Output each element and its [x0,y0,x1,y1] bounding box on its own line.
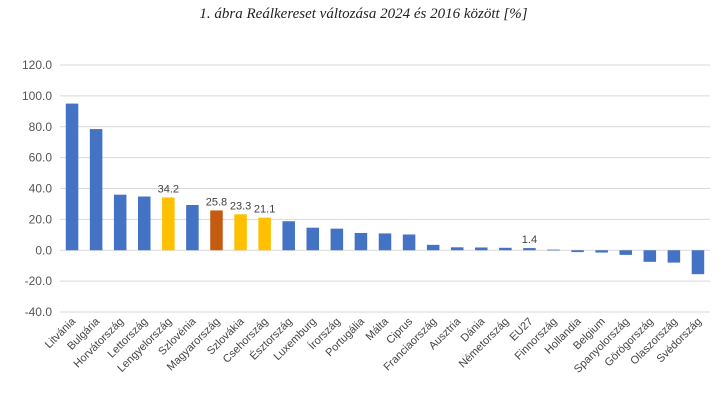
chart-title: 1. ábra Reálkereset változása 2024 és 20… [199,6,528,22]
bar-9 [258,217,271,251]
y-tick-label: -40.0 [25,305,53,319]
bar-3 [113,194,127,251]
bar-2 [89,129,103,251]
bar-25 [643,250,657,262]
data-label: 23.3 [230,200,251,212]
bar-24 [619,250,632,255]
data-labels: 34.2 25.8 23.3 21.1 1.4 [158,183,537,246]
y-tick-label: 60.0 [29,151,53,165]
data-label: 21.1 [254,204,275,216]
bar-19 [499,247,512,251]
bar-8 [234,214,247,251]
bar-7 [210,210,223,251]
y-tick-label: 80.0 [29,120,53,134]
bar-10 [282,221,295,251]
bar-5 [162,197,175,251]
bar-21 [547,249,560,251]
bar-12 [330,228,344,251]
data-label: 34.2 [158,183,179,195]
bar-13 [354,232,368,251]
bar-16 [426,244,440,251]
bar-6 [186,205,199,251]
y-tick-label: 20.0 [29,212,53,226]
y-tick-label: 100.0 [22,89,52,103]
bar-26 [667,250,681,263]
bar-22 [571,250,584,253]
bar-11 [306,227,320,251]
bar-20 [523,248,536,251]
bar-18 [475,247,488,251]
bar-1 [65,103,79,251]
x-axis: LitvániaBulgáriaHorvátországLettországLe… [43,315,704,376]
y-tick-label: 40.0 [29,182,53,196]
bar-14 [378,233,392,251]
y-axis: 120.0 100.0 80.0 60.0 40.0 20.0 0.0 -20.0 -40.0 [22,58,52,319]
bar-23 [595,250,608,253]
y-tick-label: 0.0 [35,243,52,257]
bar-15 [402,234,416,251]
bar-17 [450,247,464,251]
y-tick-label: -20.0 [25,274,53,288]
bars [65,103,705,275]
data-label: 25.8 [206,196,227,208]
y-tick-label: 120.0 [22,58,52,72]
data-label: 1.4 [522,234,537,246]
bar-27 [691,250,705,275]
bar-4 [138,196,151,251]
